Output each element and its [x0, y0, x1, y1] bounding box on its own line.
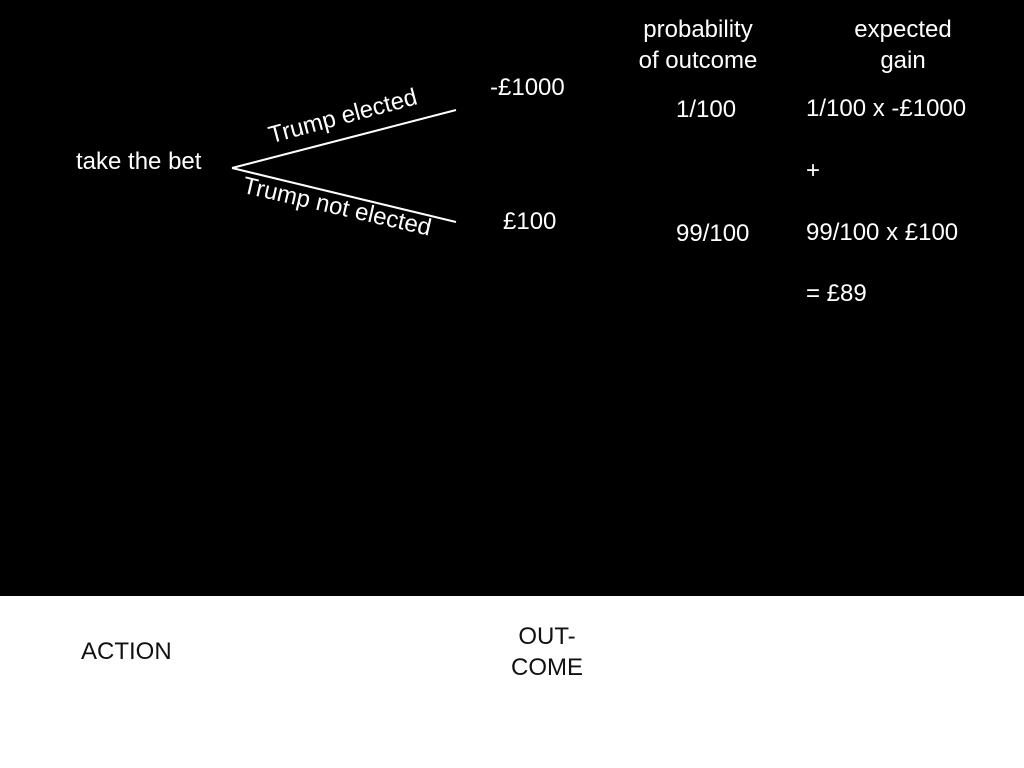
gain-header-line-1: expected [854, 16, 952, 43]
gain-expression-trump-elected: 1/100 x -£1000 [806, 95, 967, 122]
outcome-trump-elected: -£1000 [490, 74, 565, 101]
expected-gain-total: = £89 [806, 280, 867, 307]
branch-line-trump-elected [231, 109, 457, 169]
outcome-trump-not-elected: £100 [503, 208, 557, 235]
probability-header-line-2: of outcome [638, 47, 758, 74]
action-column-heading: ACTION [81, 638, 172, 665]
probability-trump-not-elected: 99/100 [676, 220, 750, 247]
probability-header-line-1: probability [643, 16, 753, 43]
slide-canvas: take the bet Trump elected Trump not ele… [0, 0, 1024, 596]
plus-sign: + [806, 157, 821, 184]
gain-expression-trump-not-elected: 99/100 x £100 [806, 219, 959, 246]
outcome-column-heading-line-2: COME [511, 654, 583, 681]
footer-region: ACTION OUT- COME [0, 596, 1024, 768]
decision-tree-lines [231, 109, 457, 223]
action-node-label: take the bet [76, 148, 202, 175]
outcome-column-heading-line-1: OUT- [518, 623, 576, 650]
gain-header-line-2: gain [880, 47, 926, 74]
probability-trump-elected: 1/100 [676, 96, 737, 123]
branch-line-trump-not-elected [231, 167, 457, 223]
